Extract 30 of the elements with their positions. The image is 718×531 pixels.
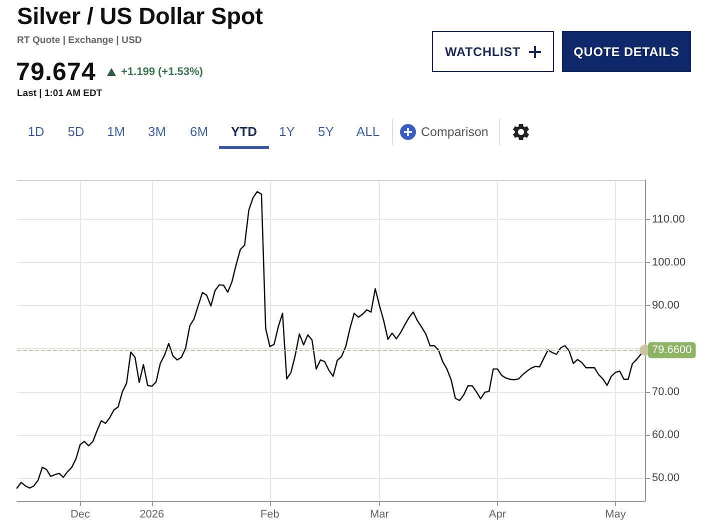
y-tick-label: 110.00 [652, 213, 685, 226]
text: ALL [355, 124, 381, 140]
text: Comparison [421, 125, 488, 140]
y-tick-label: 70.00 [652, 386, 680, 398]
x-tick-label: Apr [488, 508, 506, 520]
text: QUOTE DETAILS [572, 45, 680, 60]
x-tick-label: May [605, 508, 626, 520]
ref-line-label: 79.6600 [652, 344, 692, 356]
x-tick-label: Feb [260, 508, 280, 520]
text: YTD [230, 124, 258, 140]
text: WATCHLIST [445, 45, 521, 60]
x-tick-label: Dec [70, 508, 90, 520]
x-tick-label: 2026 [140, 508, 164, 520]
text: 1Y [278, 124, 296, 140]
y-tick-label: 90.00 [652, 300, 680, 312]
y-tick-label: 60.00 [652, 428, 680, 441]
text: Last | 1:01 AM EDT [17, 88, 102, 100]
x-tick-label: Mar [370, 508, 390, 520]
chart-subtitle: RT Quote | Exchange | USD [17, 35, 142, 46]
text: 5Y [317, 124, 335, 140]
text: 79.674 [16, 58, 96, 87]
text: 1D [26, 124, 46, 140]
y-tick-label: 50.00 [652, 472, 680, 484]
text: +1.199 (+1.53%) [121, 66, 203, 79]
chart-title: Silver / US Dollar Spot [17, 3, 263, 30]
text: 6M [188, 124, 210, 140]
y-tick-label: 100.00 [652, 256, 686, 268]
text: 5D [66, 124, 86, 140]
text: 1M [106, 124, 126, 140]
text: 3M [146, 124, 168, 140]
